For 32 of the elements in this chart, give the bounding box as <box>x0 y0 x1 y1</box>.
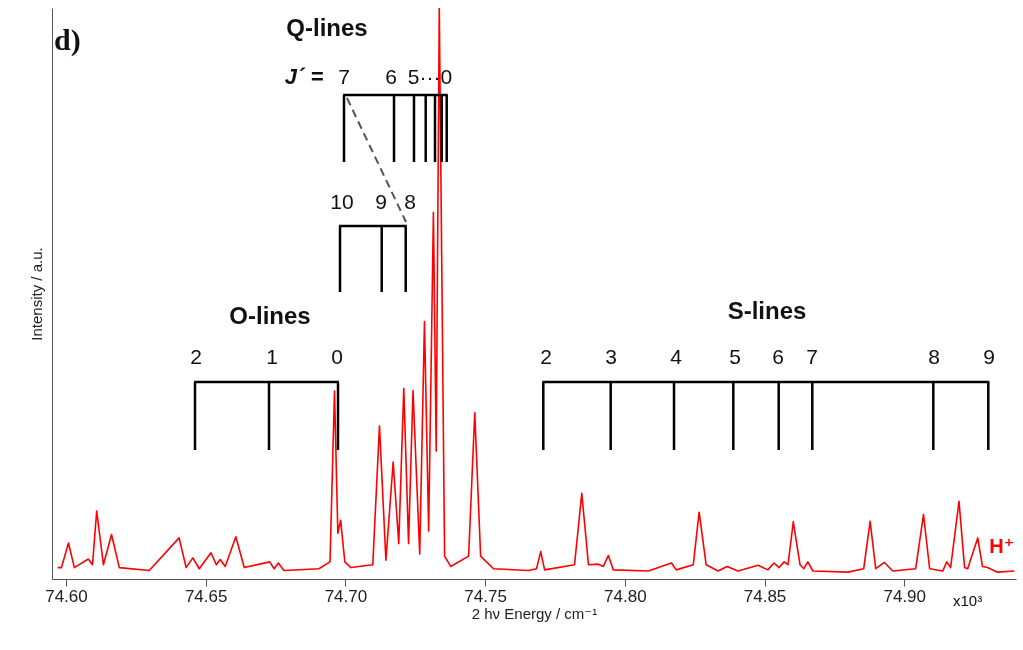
x-tick-label: 74.85 <box>743 586 787 606</box>
x-tick-label: 74.70 <box>324 586 368 606</box>
annotation: 7 <box>338 64 350 88</box>
annotation: 6 <box>385 64 397 88</box>
text: d) <box>54 23 81 57</box>
annotation: 2 <box>190 344 202 368</box>
annotation: 8 <box>404 189 416 213</box>
x-axis-title: 2 hν Energy / cm⁻¹ <box>471 604 598 622</box>
annotation: 9 <box>375 189 387 213</box>
annotation: 9 <box>983 344 995 368</box>
x-tick-label: 74.60 <box>45 586 88 606</box>
annotation: 5 <box>729 344 741 368</box>
annotation: J´ = <box>284 63 324 89</box>
annotation: O-lines <box>229 302 311 330</box>
y-axis-title: Intensity / a.u. <box>27 247 45 341</box>
annotation: 10 <box>330 189 354 213</box>
x-tick-label: 74.65 <box>184 586 228 606</box>
annotation: 3 <box>605 344 617 368</box>
annotation: 6 <box>772 344 784 368</box>
annotation: S-lines <box>727 297 807 325</box>
series-label: H⁺ <box>989 535 1015 558</box>
annotation: 1 <box>266 344 278 368</box>
text: x10³ <box>953 591 983 609</box>
annotation: Q-lines <box>286 14 368 42</box>
x-tick-label: 74.75 <box>464 586 507 606</box>
annotation: 2 <box>540 344 552 368</box>
annotation: 7 <box>806 344 818 368</box>
x-tick-label: 74.90 <box>883 586 927 606</box>
x-tick-label: 74.80 <box>604 586 647 606</box>
annotation: 0 <box>331 344 343 368</box>
annotation: 8 <box>928 344 940 368</box>
annotation: 4 <box>670 344 683 368</box>
